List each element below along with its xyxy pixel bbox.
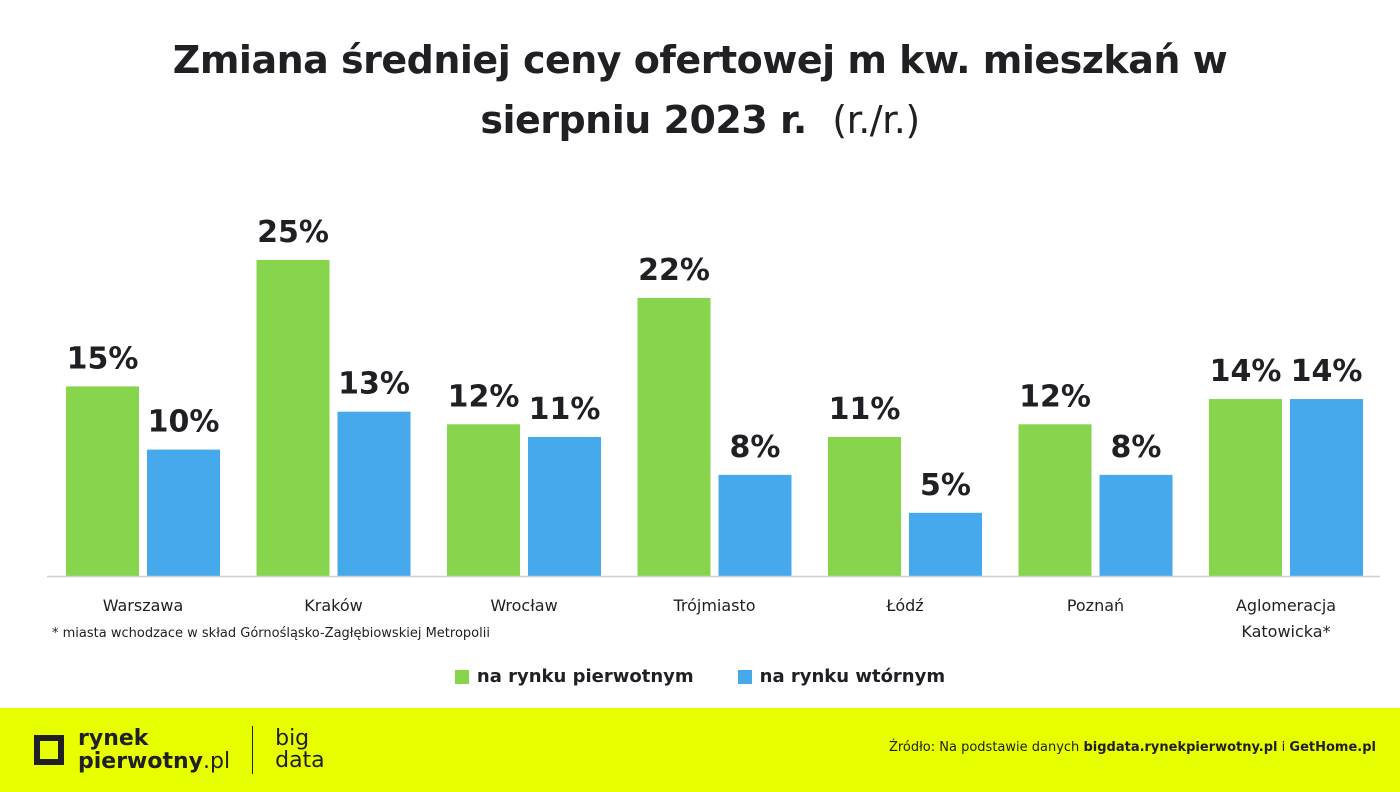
category-label: Kraków <box>304 596 362 615</box>
bar <box>256 260 330 576</box>
data-label: 5% <box>920 468 971 503</box>
category-label: Poznań <box>1067 596 1124 615</box>
title-line-2: sierpniu 2023 r. <box>480 98 807 142</box>
logo-square-icon <box>34 735 64 765</box>
logo-tld: .pl <box>203 749 231 774</box>
bar <box>66 386 139 576</box>
legend-item-secondary: na rynku wtórnym <box>737 666 946 687</box>
data-label: 12% <box>448 379 520 414</box>
data-label: 15% <box>67 341 139 376</box>
data-label: 8% <box>730 430 781 465</box>
category-label: Warszawa <box>103 596 184 615</box>
bar <box>337 411 411 576</box>
bar <box>828 436 901 576</box>
bar <box>718 474 792 576</box>
data-label: 14% <box>1210 354 1282 389</box>
bar <box>1209 399 1282 576</box>
data-label: 14% <box>1291 354 1363 389</box>
title-suffix: (r./r.) <box>832 98 920 142</box>
title-line-1: Zmiana średniej ceny ofertowej m kw. mie… <box>172 38 1228 82</box>
source-text: Źródło: Na podstawie danych bigdata.ryne… <box>889 740 1376 755</box>
logo-divider <box>252 726 254 774</box>
source-link-bigdata: bigdata.rynekpierwotny.pl <box>1083 740 1278 755</box>
category-label: Aglomeracja <box>1236 596 1336 615</box>
category-label: Katowicka* <box>1241 622 1330 641</box>
legend-item-primary: na rynku pierwotnym <box>454 666 694 687</box>
bar <box>1290 399 1363 576</box>
logo-line-2: pierwotny <box>78 749 204 774</box>
bigdata-line-2: data <box>275 748 325 773</box>
bar <box>1018 424 1092 576</box>
rynekpierwotny-logo: rynek pierwotny.pl big data <box>34 726 325 774</box>
source-and: i <box>1281 740 1286 755</box>
bar <box>637 297 711 576</box>
legend-label-secondary: na rynku wtórnym <box>759 666 946 687</box>
data-label: 12% <box>1019 379 1091 414</box>
bar <box>909 512 982 576</box>
data-label: 22% <box>638 253 710 288</box>
category-label: Wrocław <box>490 596 557 615</box>
data-label: 25% <box>257 215 329 250</box>
category-label: Trójmiasto <box>672 596 755 615</box>
logo-line-1: rynek <box>78 726 149 751</box>
footnote: * miasta wchodzace w skład Górnośląsko-Z… <box>52 626 490 641</box>
data-label: 10% <box>148 405 220 440</box>
footer: rynek pierwotny.pl big data Źródło: Na pod… <box>0 708 1400 792</box>
bar-chart: 15% 10% Warszawa 25% 13% Kraków 12% 11% Wrocław 2… <box>47 215 1380 641</box>
data-label: 13% <box>338 367 410 402</box>
legend: na rynku pierwotnym na rynku wtórnym <box>0 666 1400 687</box>
bar <box>447 424 520 576</box>
source-prefix: Źródło: Na podstawie danych <box>888 740 1080 755</box>
bar <box>528 436 601 576</box>
bigdata-logo: big data <box>275 728 325 772</box>
bar <box>1099 474 1173 576</box>
data-label: 11% <box>829 392 901 427</box>
legend-label-primary: na rynku pierwotnym <box>476 666 694 687</box>
source-link-gethome: GetHome.pl <box>1289 740 1376 755</box>
category-label: Łódź <box>885 596 923 615</box>
legend-swatch-secondary <box>737 669 752 684</box>
legend-swatch-primary <box>454 669 469 684</box>
chart-title: Zmiana średniej ceny ofertowej m kw. mie… <box>0 30 1400 150</box>
bar <box>147 449 220 576</box>
data-label: 11% <box>529 392 601 427</box>
data-label: 8% <box>1111 430 1162 465</box>
bigdata-line-1: big <box>275 726 310 751</box>
